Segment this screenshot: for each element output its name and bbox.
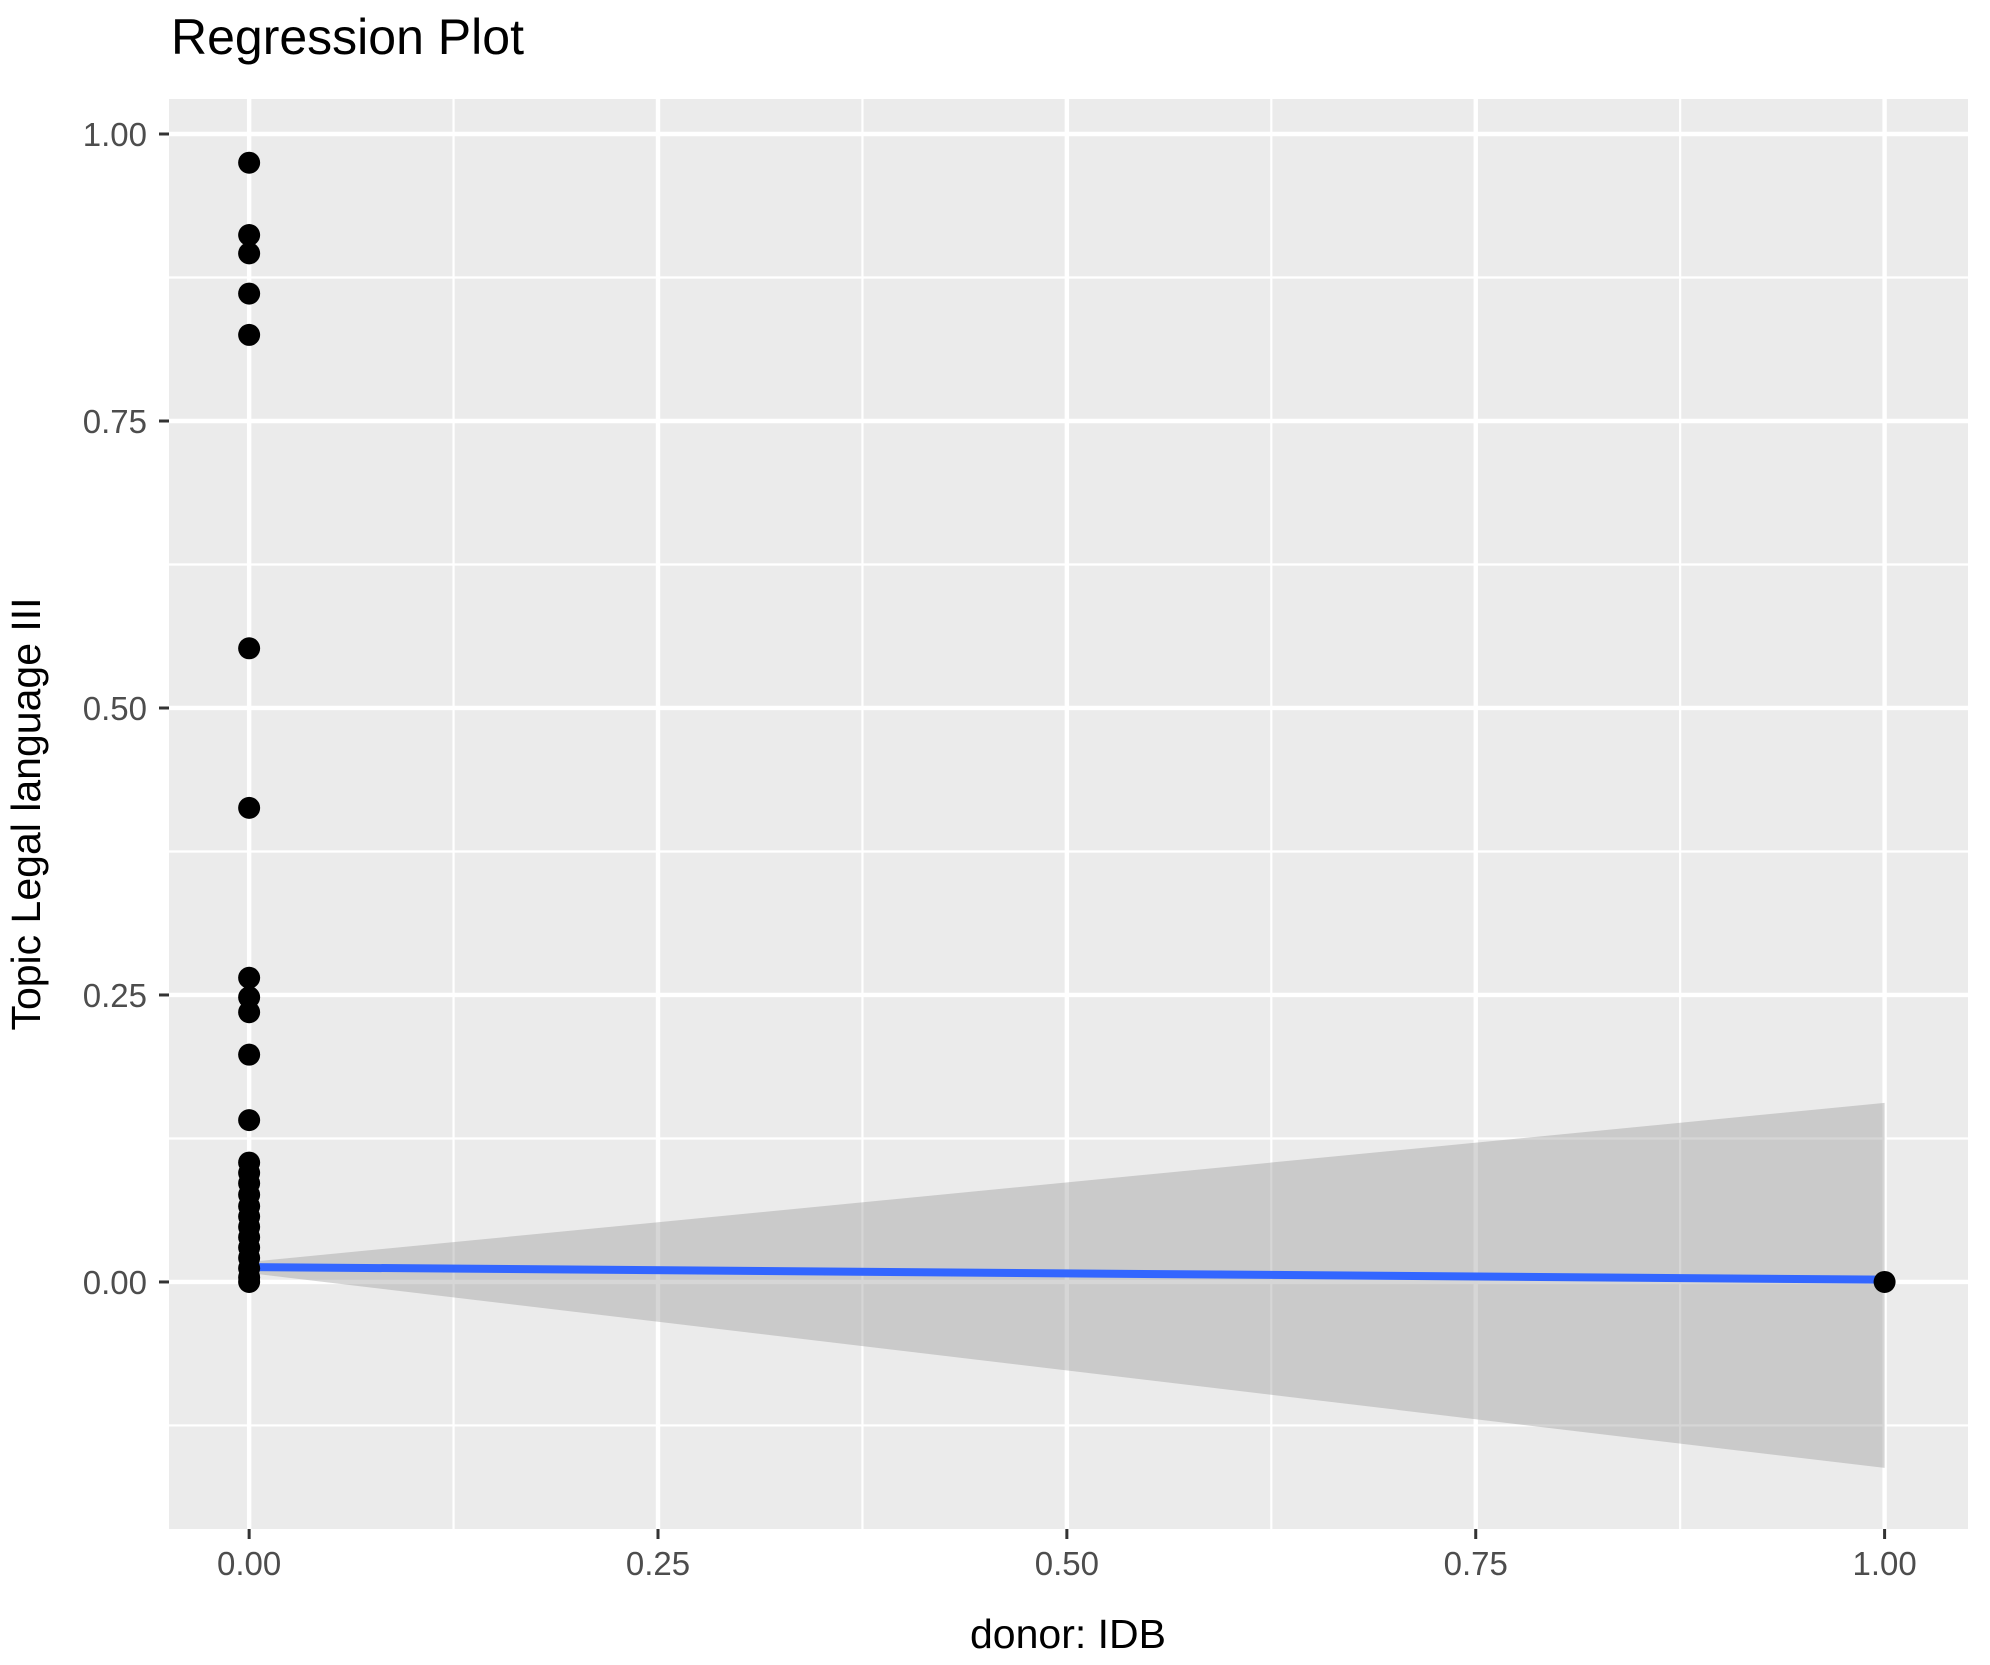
data-point [1873, 1270, 1896, 1293]
data-point [238, 1001, 261, 1024]
data-point [238, 151, 261, 174]
data-point [238, 1109, 261, 1132]
data-point [238, 637, 261, 660]
data-point [238, 323, 261, 346]
x-tick-label: 0.75 [1444, 1545, 1508, 1582]
y-tick-label: 1.00 [83, 116, 147, 153]
y-axis-title: Topic Legal language III [3, 597, 49, 1030]
x-tick-label: 0.25 [626, 1545, 690, 1582]
data-point [238, 224, 261, 247]
data-point [238, 242, 261, 265]
data-point [238, 796, 261, 819]
data-point [238, 282, 261, 305]
x-tick-label: 1.00 [1852, 1545, 1916, 1582]
y-tick-label: 0.50 [83, 690, 147, 727]
y-tick-label: 0.75 [83, 403, 147, 440]
data-point [238, 1270, 261, 1293]
confidence-band [249, 1102, 1885, 1468]
y-tick-label: 0.00 [83, 1264, 147, 1301]
data-point [238, 966, 261, 989]
chart-title: Regression Plot [171, 9, 524, 65]
y-tick-label: 0.25 [83, 977, 147, 1014]
x-tick-label: 0.50 [1035, 1545, 1099, 1582]
chart-layers: 0.00 0.25 0.50 0.75 1.00 0.00 0.25 0.50 0.75 1.00 [83, 99, 1968, 1582]
data-point [238, 1043, 261, 1066]
x-axis-title: donor: IDB [970, 1611, 1166, 1657]
x-tick-label: 0.00 [217, 1545, 281, 1582]
regression-line [245, 1263, 1889, 1284]
